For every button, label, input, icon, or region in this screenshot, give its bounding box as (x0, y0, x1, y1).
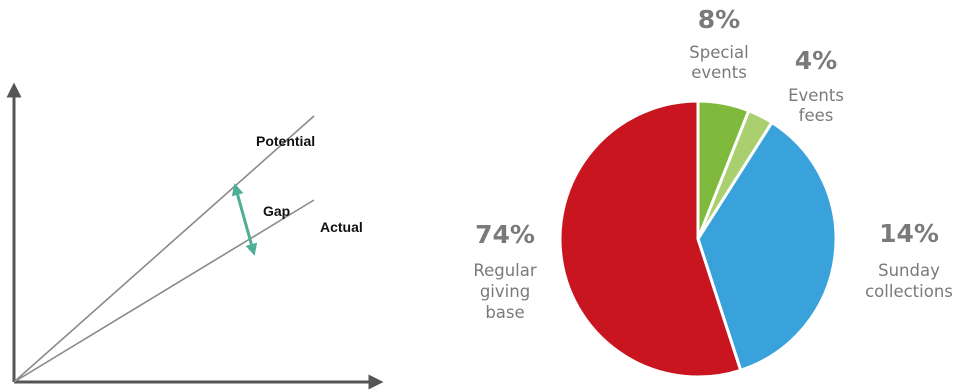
slice-percent-events-fees: 4% (795, 46, 837, 75)
slice-label-special-events-line1: Special (689, 43, 748, 62)
series-line-potential (13, 115, 315, 383)
slice-label-sunday-collections-line2: collections (865, 282, 953, 301)
slice-percent-regular-giving: 74% (475, 220, 535, 249)
series-label-potential: Potential (256, 133, 315, 149)
slice-percent-sunday-collections: 14% (879, 219, 939, 248)
slice-label-events-fees-line2: fees (799, 106, 834, 125)
slice-label-regular-giving-line3: base (485, 303, 524, 322)
gap-label: Gap (263, 203, 290, 219)
slice-label-sunday-collections-line1: Sunday (878, 261, 940, 280)
pie-slice-regular-giving (558, 99, 743, 379)
series-label-actual: Actual (320, 219, 363, 235)
series-line-actual (13, 199, 315, 383)
gap-chart: Potential Actual Gap (6, 82, 384, 390)
pie-labels: 8% Special events 4% Events fees 14% Sun… (473, 5, 953, 322)
pie-chart (558, 99, 838, 379)
slice-percent-special-events: 8% (698, 5, 740, 34)
slice-label-events-fees-line1: Events (788, 86, 844, 105)
slice-label-regular-giving-line1: Regular (473, 261, 537, 280)
pie-slice-sunday-collections (696, 120, 838, 372)
gap-arrow (231, 183, 258, 256)
slice-label-special-events-line2: events (691, 63, 747, 82)
slice-label-regular-giving-line2: giving (480, 282, 530, 301)
